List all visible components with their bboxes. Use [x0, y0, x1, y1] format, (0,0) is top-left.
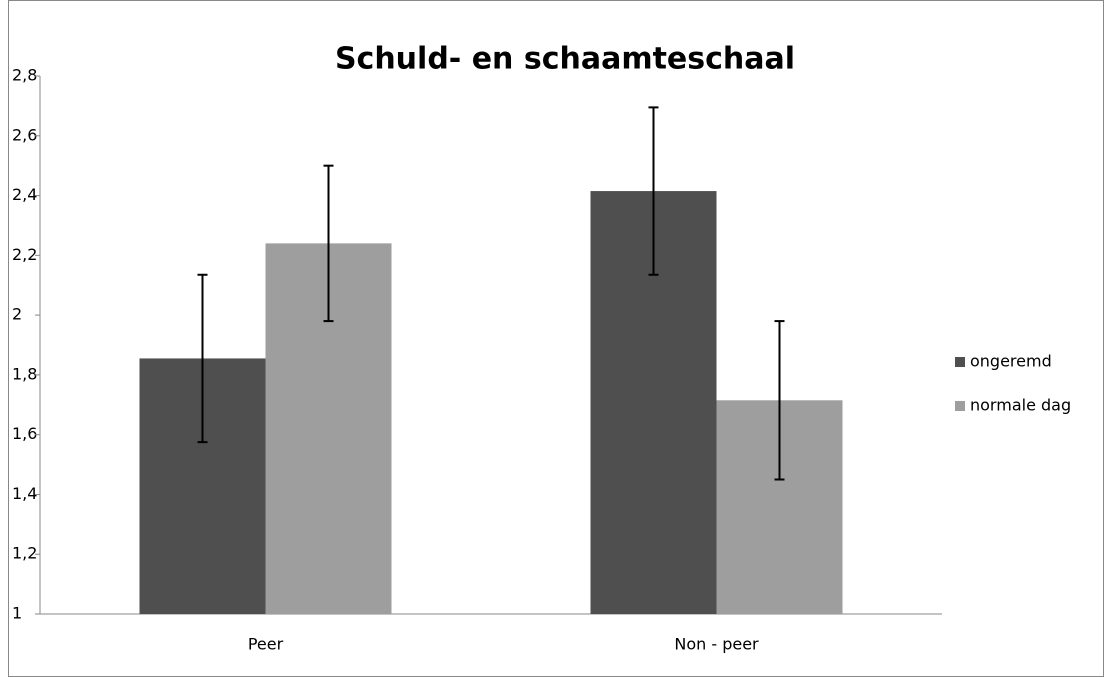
y-tick-label: 1 — [12, 604, 22, 623]
y-tick-label: 2,8 — [12, 66, 37, 85]
legend-label: ongeremd — [970, 352, 1052, 371]
error-bar — [774, 320, 785, 481]
legend-swatch — [955, 357, 965, 367]
error-bar — [197, 273, 208, 444]
x-tick-label: Non - peer — [674, 635, 759, 654]
y-tick-label: 2,6 — [12, 125, 37, 144]
y-tick-label: 1,8 — [12, 364, 37, 383]
y-tick-label: 2,4 — [12, 185, 37, 204]
error-bar — [323, 164, 334, 323]
y-tick-label: 1,4 — [12, 484, 37, 503]
y-tick-label: 1,2 — [12, 544, 37, 563]
legend-swatch — [955, 401, 965, 411]
y-tick-label: 1,6 — [12, 424, 37, 443]
legend-label: normale dag — [970, 396, 1071, 415]
chart-title: Schuld- en schaamteschaal — [335, 42, 795, 77]
x-tick-label: Peer — [248, 635, 284, 654]
error-bar — [648, 106, 659, 276]
y-tick-label: 2 — [12, 305, 22, 324]
y-tick-label: 2,2 — [12, 245, 37, 264]
